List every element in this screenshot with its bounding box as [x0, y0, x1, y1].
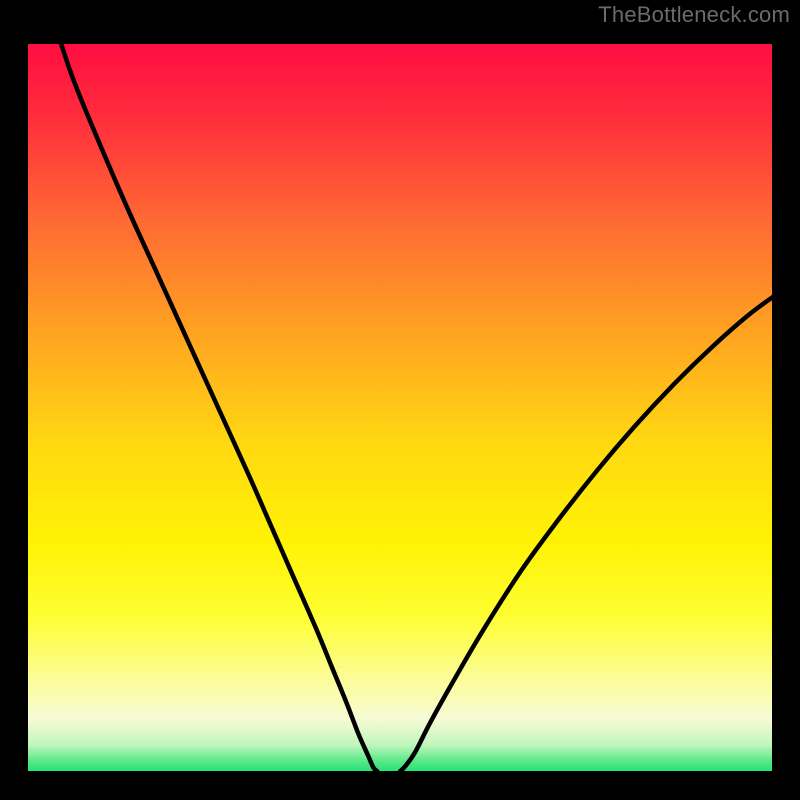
watermark-text: TheBottleneck.com: [598, 2, 790, 28]
plot-background-gradient: [21, 37, 779, 778]
chart-container: TheBottleneck.com: [0, 0, 800, 800]
bottleneck-chart: [0, 0, 800, 800]
